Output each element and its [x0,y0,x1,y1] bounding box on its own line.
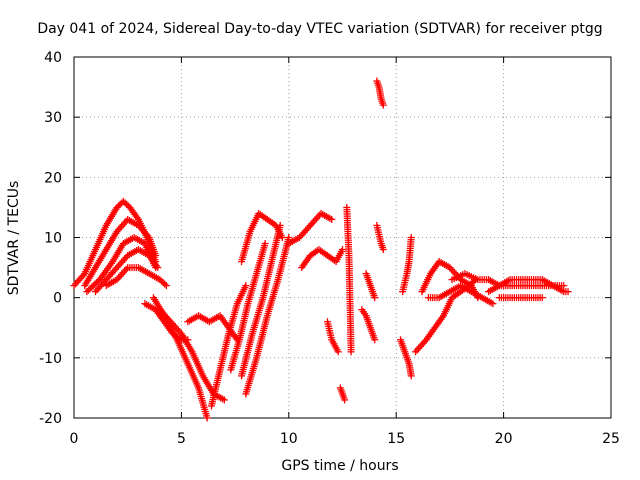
data-point [158,277,166,285]
y-tick-label: -10 [39,351,62,367]
y-axis-label: SDTVAR / TECUs [6,181,22,296]
data-point [113,203,121,211]
data-point [161,280,169,288]
data-point [220,396,228,404]
y-tick-label: 30 [44,110,62,126]
series-t27 [418,258,482,302]
data-point [564,288,572,296]
data-point [276,221,284,229]
data-point [339,246,346,254]
data-point [407,234,415,241]
data-point [159,279,167,287]
series-t4 [91,246,162,296]
series-t10 [207,282,250,410]
y-tick-label: 40 [44,50,62,66]
chart-title: Day 041 of 2024, Sidereal Day-to-day VTE… [37,21,602,37]
data-point [560,282,568,290]
series-t23 [373,221,387,254]
data-point [407,372,415,380]
y-tick-label: 0 [53,291,62,307]
data-point [156,276,164,284]
series-t5 [102,264,170,290]
series-t22 [373,77,387,109]
x-tick-label: 20 [495,431,513,447]
data-point [347,348,355,356]
data-point [123,200,131,208]
data-point [261,240,269,248]
x-tick-label: 10 [280,431,298,447]
data-point [162,282,170,290]
data-point [371,294,379,302]
x-axis-label: GPS time / hours [281,458,398,474]
data-point [83,288,91,296]
x-tick-label: 25 [602,431,620,447]
series-t24 [396,336,415,380]
data-point [538,294,546,302]
x-tick-label: 15 [387,431,405,447]
y-tick-label: 10 [44,231,62,247]
data-point [371,336,379,344]
data-point [328,215,336,223]
data-point [116,200,124,208]
series-t12 [242,234,293,398]
series-t30 [485,276,568,296]
data-point [93,279,101,287]
series-t8 [156,306,228,404]
axis-ticks [73,56,612,419]
series-t21 [362,270,379,302]
y-tick-labels: -20 -10 0 10 20 30 40 [39,50,62,427]
data-point [489,300,497,308]
data-point [242,282,250,290]
series-t19 [343,203,355,356]
series-t2 [81,215,160,290]
data-point [89,282,97,290]
series-t7 [149,294,211,422]
y-tick-label: -20 [39,411,62,427]
series-t20 [358,306,379,344]
series-t29 [448,270,572,296]
series-t11 [227,240,269,374]
series-t31 [495,294,546,302]
data-point [84,286,92,294]
series-t16 [298,246,346,272]
series-t15 [285,209,336,248]
grid [74,57,611,418]
data-points [70,77,572,422]
data-point [88,283,96,291]
data-point [278,234,286,241]
data-point [203,414,211,422]
series-t13 [238,209,286,266]
x-tick-labels: 0 5 10 15 20 25 [70,431,620,447]
series-t28 [424,282,497,308]
data-point [154,264,162,272]
data-point [341,396,349,404]
data-point [379,246,387,254]
x-tick-label: 5 [177,431,186,447]
data-point [285,234,293,241]
data-point [121,199,129,207]
series-t17 [323,318,342,356]
series-t25 [399,234,415,296]
data-point [91,280,99,288]
series-t18 [336,384,349,404]
x-tick-label: 0 [70,431,79,447]
y-tick-label: 20 [44,170,62,186]
data-point [119,197,127,205]
data-point [334,348,342,356]
data-point [86,285,94,293]
data-point [115,202,123,210]
series-t14 [238,221,284,380]
data-point [379,101,387,109]
